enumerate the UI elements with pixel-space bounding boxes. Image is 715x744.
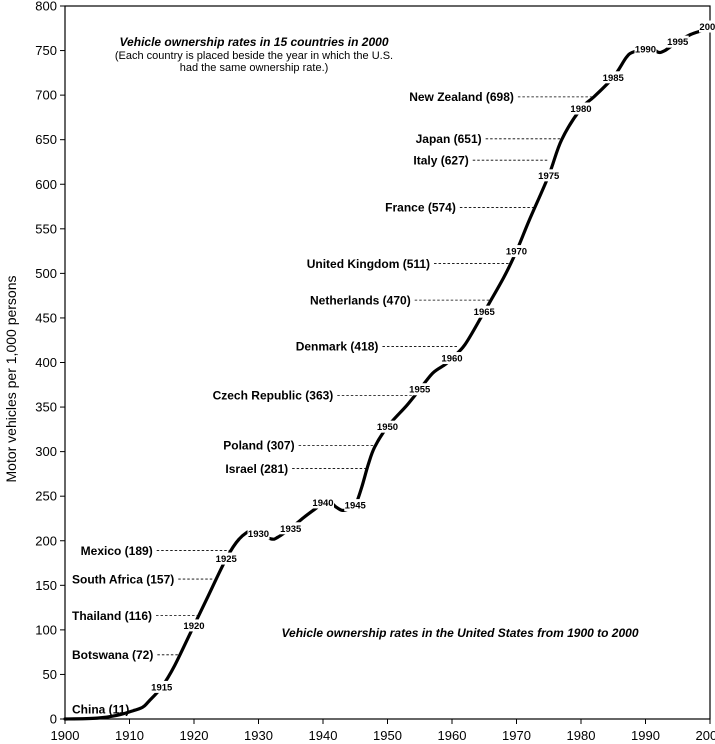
y-tick-label: 50 (43, 667, 57, 682)
year-label: 1945 (345, 501, 367, 512)
y-tick-label: 800 (35, 0, 57, 14)
year-label: 1960 (441, 354, 462, 365)
x-tick-label: 1910 (115, 728, 144, 743)
country-label: Mexico (189) (81, 544, 153, 558)
year-label: 1930 (248, 529, 269, 540)
year-label: 1990 (635, 44, 656, 55)
chart-subtitle-line-2: had the same ownership rate.) (180, 62, 329, 74)
year-label-background (634, 42, 657, 55)
country-label: France (574) (385, 201, 456, 215)
year-label: 1970 (506, 247, 527, 258)
year-label: 1950 (377, 422, 398, 433)
x-tick-label: 1960 (438, 728, 467, 743)
us-series-annotation: Vehicle ownership rates in the United St… (281, 626, 638, 640)
year-label-background (247, 527, 270, 540)
year-label-background (441, 352, 463, 365)
y-tick-label: 300 (35, 444, 57, 459)
year-label-background (376, 420, 399, 433)
country-label: United Kingdom (511) (307, 257, 430, 271)
plot-frame (64, 5, 711, 720)
x-tick-label: 1900 (51, 728, 80, 743)
axes-layer: 0 50 100 150 200 250 300 350 400 450 500 550 600 650 7… (35, 0, 715, 743)
year-label: 1980 (570, 104, 591, 115)
us-ownership-line (63, 24, 712, 721)
year-label: 1940 (312, 498, 333, 509)
y-tick-label: 250 (35, 489, 57, 504)
year-label: 2000 (699, 22, 715, 33)
y-tick-label: 500 (35, 266, 57, 281)
labels-layer: China (11) Botswana (72) Thailand (116) Sou… (72, 20, 715, 716)
country-label: Botswana (72) (72, 648, 153, 662)
y-tick-label: 0 (50, 712, 57, 727)
chart-subtitle-line-1: (Each country is placed beside the year … (115, 50, 393, 62)
x-tick-label: 1930 (244, 728, 273, 743)
year-label-background (602, 71, 625, 84)
y-tick-label: 200 (35, 533, 57, 548)
us-series-layer (63, 24, 712, 721)
year-label: 1975 (538, 171, 560, 182)
y-tick-label: 600 (35, 177, 57, 192)
country-label: Denmark (418) (296, 340, 379, 354)
country-label: China (11) (72, 702, 129, 716)
y-tick-label: 700 (35, 88, 57, 103)
year-label: 1965 (474, 307, 496, 318)
y-tick-label: 150 (35, 578, 57, 593)
year-label: 1915 (151, 682, 173, 693)
country-leader-lines (133, 96, 594, 710)
year-label-background (473, 305, 496, 318)
y-axis-title: Motor vehicles per 1,000 persons (3, 276, 19, 483)
year-label-background (183, 619, 205, 632)
y-tick-label: 100 (35, 622, 57, 637)
year-label: 1995 (667, 37, 689, 48)
year-label: 1925 (216, 554, 238, 565)
y-tick-label: 450 (35, 310, 57, 325)
year-label-background (537, 169, 560, 182)
year-label: 1935 (280, 524, 302, 535)
country-label: Israel (281) (225, 462, 288, 476)
year-label-background (279, 522, 302, 535)
x-tick-label: 1980 (567, 728, 596, 743)
x-tick-label: 1950 (373, 728, 402, 743)
country-label: New Zealand (698) (409, 90, 514, 104)
country-label: Czech Republic (363) (213, 389, 334, 403)
year-label: 1985 (603, 73, 625, 84)
year-label-background (570, 102, 592, 115)
x-tick-label: 1970 (502, 728, 531, 743)
country-label: Japan (651) (416, 132, 482, 146)
year-label-background (699, 20, 715, 33)
y-tick-label: 650 (35, 132, 57, 147)
x-tick-label: 1920 (180, 728, 209, 743)
country-label: Netherlands (470) (310, 293, 411, 307)
y-tick-label: 750 (35, 43, 57, 58)
country-label: Poland (307) (223, 439, 294, 453)
year-label-background (505, 245, 528, 258)
year-label-background (408, 383, 431, 396)
y-tick-label: 550 (35, 221, 57, 236)
x-tick-label: 1940 (309, 728, 338, 743)
year-label-background (312, 496, 334, 509)
chart-title: Vehicle ownership rates in 15 countries … (120, 35, 389, 49)
x-tick-label: 2000 (696, 728, 715, 743)
country-label: Thailand (116) (72, 609, 152, 623)
country-label: Italy (627) (413, 153, 468, 167)
country-label: South Africa (157) (72, 572, 174, 586)
y-tick-label: 350 (35, 400, 57, 415)
x-tick-label: 1990 (631, 728, 660, 743)
year-label-background (215, 552, 238, 565)
year-label-background (344, 499, 367, 512)
year-label-background (150, 680, 173, 693)
year-label: 1920 (183, 621, 204, 632)
year-label: 1955 (409, 385, 431, 396)
y-tick-label: 400 (35, 355, 57, 370)
year-label-background (666, 35, 689, 48)
